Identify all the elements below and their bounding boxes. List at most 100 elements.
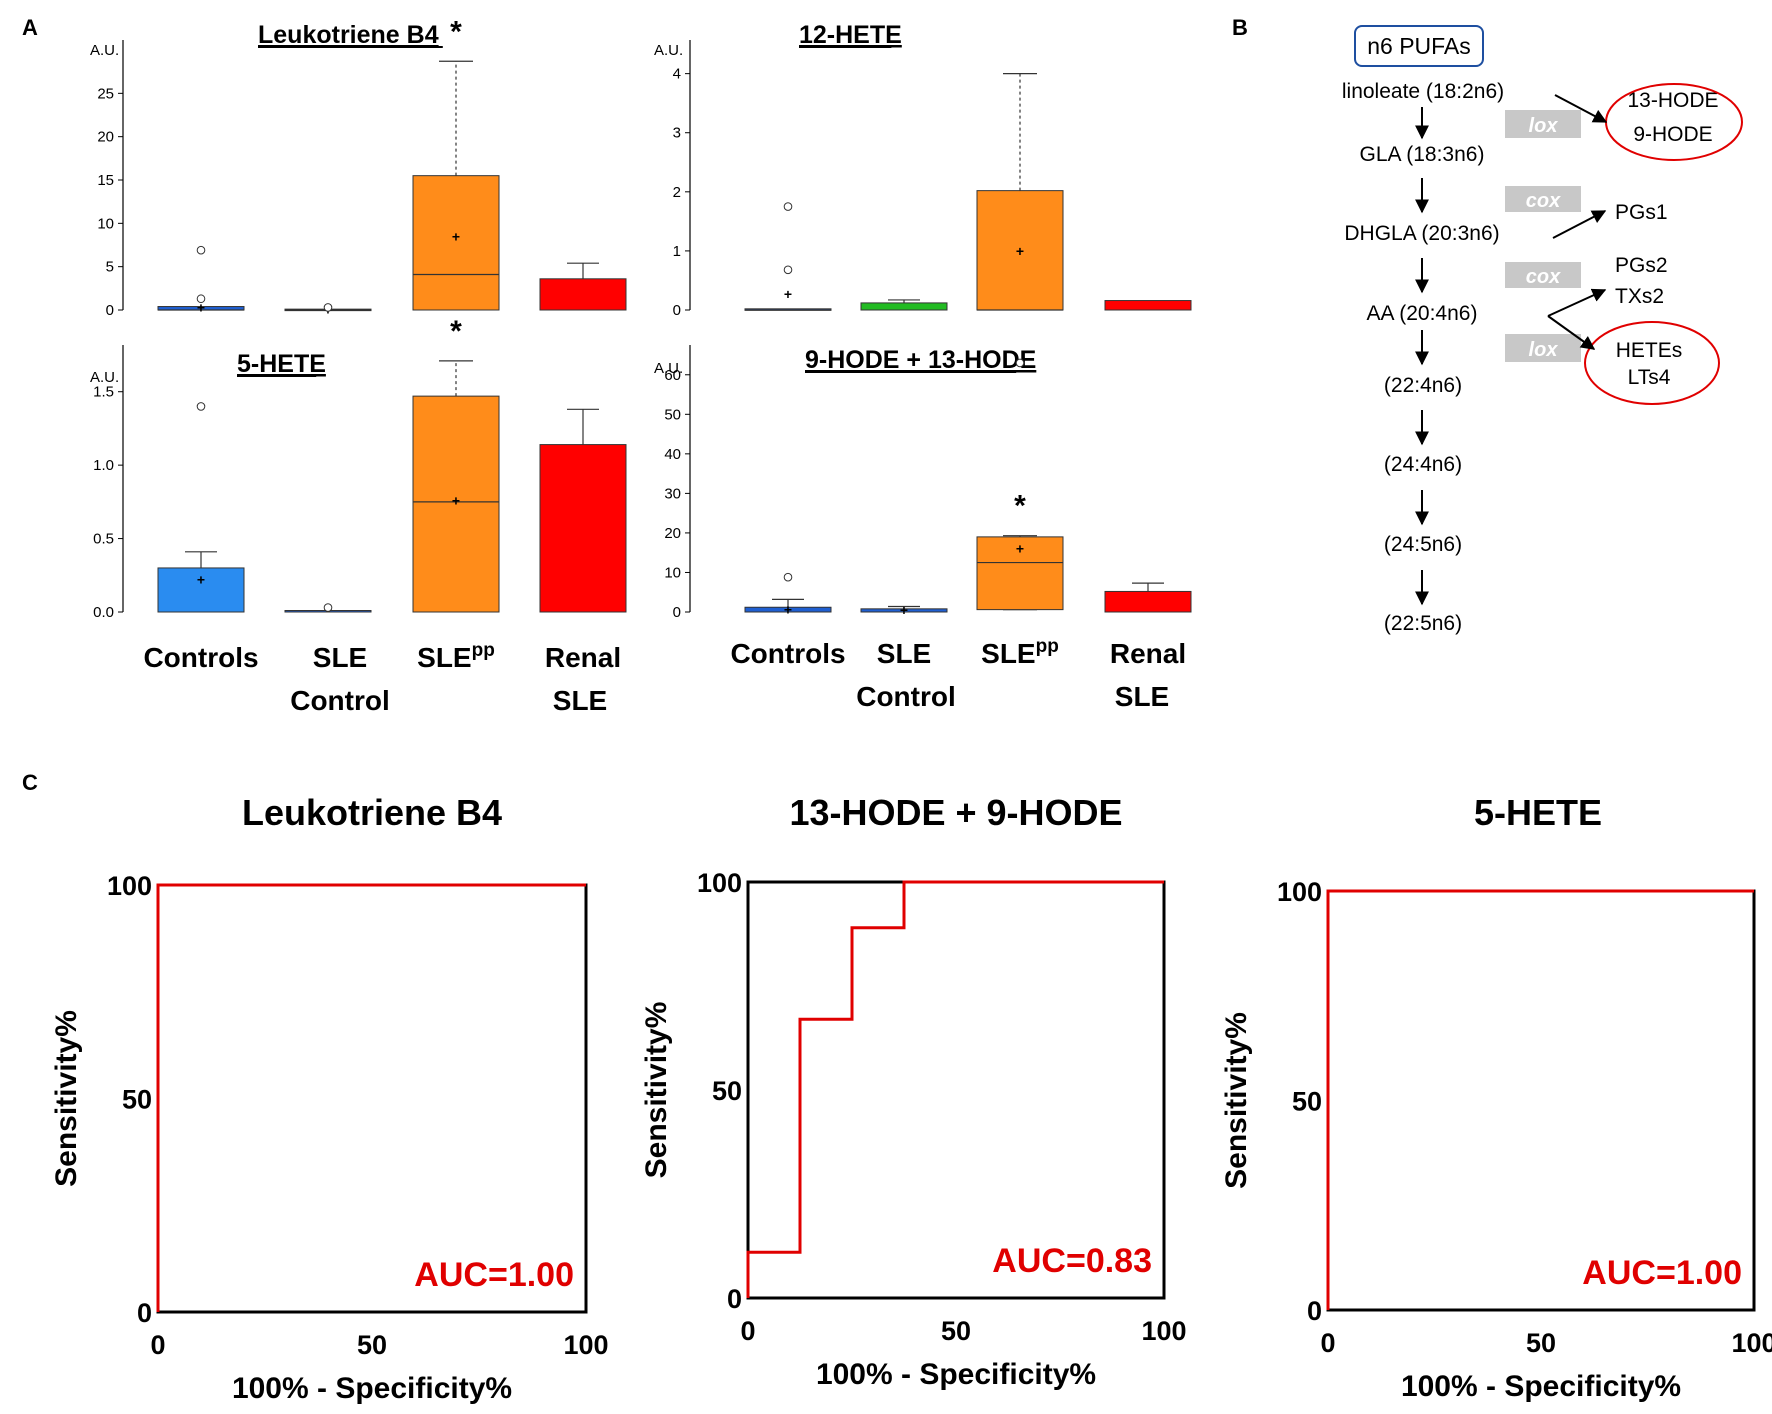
- y-tick-label: 5: [106, 259, 114, 276]
- product-9-hode: 9-HODE: [1633, 123, 1712, 146]
- y-tick-label: 4: [673, 66, 681, 83]
- roc-chart-hode-sum: 13-HODE + 9-HODE 0 50 100 0 50 100 100% - Speci…: [640, 792, 1187, 1391]
- x-tick-label: 100: [1141, 1316, 1186, 1346]
- mean-marker: +: [197, 299, 205, 315]
- enzyme-box-lox-1: [1505, 110, 1581, 138]
- y-tick-label: 0: [1307, 1296, 1322, 1326]
- outlier-point: [1015, 358, 1025, 368]
- y-tick-label: 0: [727, 1284, 742, 1314]
- enzyme-lox-2: lox: [1529, 339, 1559, 361]
- outlier-point: [196, 245, 206, 255]
- box-chart-5-hete: A.U. 5-HETE 0.0 0.5 1.0 1.5 + + *: [90, 315, 627, 621]
- y-tick-label: 20: [664, 525, 681, 542]
- roc-title: 13-HODE + 9-HODE: [789, 792, 1122, 833]
- chart-title: 9-HODE + 13-HODE: [805, 346, 1036, 374]
- group-label-controls-r: Controls: [730, 638, 845, 669]
- product-hetes: HETEs: [1616, 339, 1683, 362]
- enzyme-box-cox-2: [1505, 262, 1581, 288]
- y-unit-label: A.U.: [654, 360, 683, 377]
- y-unit-label: A.U.: [90, 42, 119, 59]
- group-label-slepp-r: SLEpp: [981, 636, 1059, 669]
- y-tick-label: 50: [1292, 1087, 1322, 1117]
- product-pgs1: PGs1: [1615, 201, 1668, 224]
- y-tick-label: 15: [97, 172, 114, 189]
- product-13-hode: 13-HODE: [1627, 89, 1718, 112]
- box-chart-hode-sum: A.U. 9-HODE + 13-HODE 0 10 20 30 40 50 60 + + + *: [654, 345, 1192, 621]
- x-tick-label: 0: [1320, 1328, 1335, 1358]
- bar-3: [539, 444, 627, 613]
- x-tick-label: 100: [563, 1330, 608, 1360]
- y-tick-label: 60: [664, 367, 681, 384]
- outlier-point: [323, 303, 333, 312]
- roc-title: Leukotriene B4: [242, 792, 502, 833]
- enzyme-lox-1: lox: [1529, 115, 1559, 137]
- chart-title: 5-HETE: [237, 350, 326, 378]
- enzyme-cox-2: cox: [1526, 266, 1561, 288]
- group-label-sle-control-2: Control: [290, 685, 390, 716]
- y-tick-label: 20: [97, 129, 114, 146]
- group-label-sle-control-r2: Control: [856, 681, 956, 712]
- roc-curve: [156, 883, 586, 1312]
- pathway-header-box: [1354, 25, 1484, 67]
- mean-marker: +: [197, 572, 205, 588]
- pathway-step-24-5: (24:5n6): [1384, 533, 1462, 556]
- box-2: [976, 536, 1064, 611]
- x-tick-label: 50: [357, 1330, 387, 1360]
- y-tick-label: 100: [107, 871, 152, 901]
- chart-title: Leukotriene B4: [258, 21, 439, 49]
- outlier-point: [783, 202, 793, 211]
- roc-chart-leukotriene-b4: Leukotriene B4 0 50 100 0 50 100 100% - Specifi…: [50, 792, 609, 1405]
- group-label-sle-control-1: SLE: [313, 642, 367, 673]
- enzyme-cox-1: cox: [1526, 190, 1561, 212]
- group-label-controls: Controls: [143, 642, 258, 673]
- group-label-renal-1: Renal: [545, 642, 621, 673]
- x-axis-label: 100% - Specificity%: [232, 1372, 512, 1405]
- pathway-diagram: n6 PUFAs linoleate (18:2n6) GLA (18:3n6)…: [1342, 25, 1743, 635]
- chart-title: 12-HETE: [799, 21, 902, 49]
- pathway-header: n6 PUFAs: [1367, 33, 1471, 59]
- x-tick-label: 0: [740, 1316, 755, 1346]
- product-txs2: TXs2: [1615, 285, 1664, 308]
- group-label-slepp: SLEpp: [417, 640, 495, 673]
- y-tick-label: 100: [697, 868, 742, 898]
- roc-frame: [1326, 889, 1756, 1312]
- bar-3: [539, 278, 627, 311]
- mean-marker: +: [784, 286, 792, 302]
- pathway-step-22-4: (22:4n6): [1384, 374, 1462, 397]
- pathway-step-aa: AA (20:4n6): [1367, 302, 1478, 325]
- y-tick-label: 50: [712, 1076, 742, 1106]
- y-axis-label: Sensitivity%: [640, 1002, 673, 1179]
- panel-label-b: B: [1232, 15, 1248, 40]
- product-lts4: LTs4: [1628, 366, 1671, 389]
- significance-star: *: [1014, 490, 1026, 523]
- y-tick-label: 1.5: [93, 384, 114, 401]
- group-labels-right: Controls SLE Control SLEpp Renal SLE: [730, 636, 1186, 712]
- mean-marker: +: [784, 602, 792, 618]
- mean-marker: +: [452, 492, 460, 508]
- roc-curve: [1326, 889, 1754, 1310]
- group-labels-left: Controls SLE Control SLEpp Renal SLE: [143, 640, 621, 716]
- roc-frame: [156, 883, 588, 1314]
- y-axis-label: Sensitivity%: [50, 1010, 83, 1187]
- box-2: [412, 175, 500, 311]
- y-tick-label: 10: [664, 564, 681, 581]
- y-tick-label: 0: [106, 302, 114, 319]
- pathway-step-24-4: (24:4n6): [1384, 453, 1462, 476]
- y-tick-label: 0: [673, 302, 681, 319]
- x-tick-label: 50: [941, 1316, 971, 1346]
- y-tick-label: 3: [673, 125, 681, 142]
- x-axis-label: 100% - Specificity%: [1401, 1370, 1681, 1403]
- product-pgs2: PGs2: [1615, 254, 1668, 277]
- y-tick-label: 10: [97, 215, 114, 232]
- arrow-to-pgs2: [1547, 288, 1607, 317]
- panel-label-c: C: [22, 770, 38, 795]
- bar-1: [860, 302, 948, 311]
- outlier-point: [323, 603, 333, 612]
- auc-label: AUC=1.00: [414, 1256, 574, 1294]
- highlight-hetes: [1584, 321, 1720, 405]
- pathway-step-linoleate: linoleate (18:2n6): [1342, 80, 1504, 103]
- roc-frame: [746, 880, 1166, 1300]
- y-tick-label: 100: [1277, 877, 1322, 907]
- y-tick-label: 25: [97, 85, 114, 102]
- y-tick-label: 0.0: [93, 604, 114, 621]
